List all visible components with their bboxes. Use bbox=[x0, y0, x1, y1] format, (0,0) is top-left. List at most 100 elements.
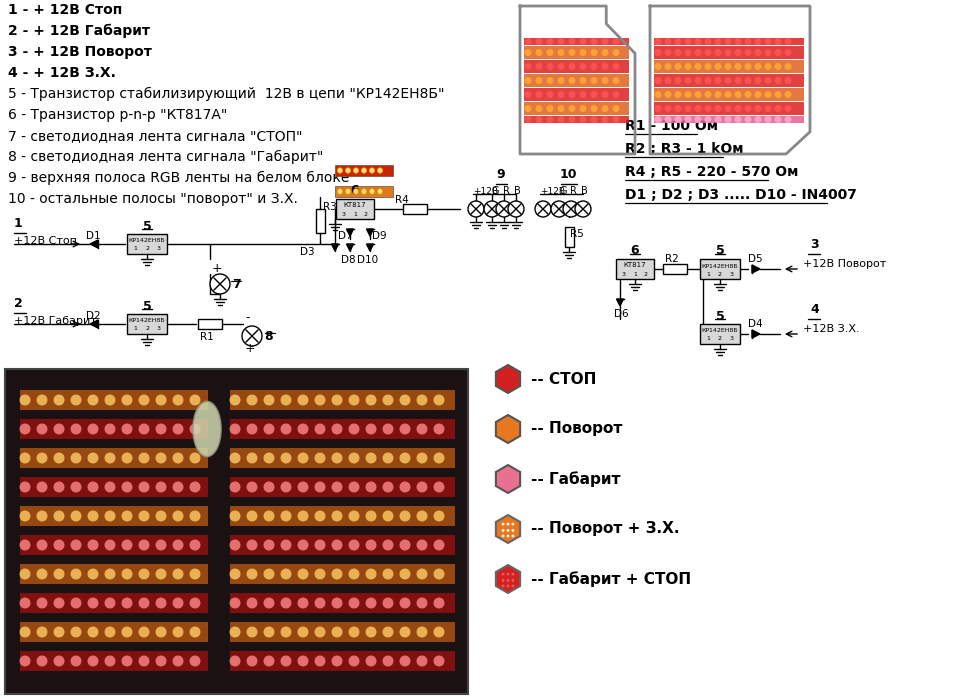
Circle shape bbox=[87, 452, 99, 463]
Circle shape bbox=[612, 116, 619, 123]
Circle shape bbox=[764, 116, 772, 123]
Circle shape bbox=[229, 510, 241, 521]
Circle shape bbox=[156, 452, 166, 463]
Circle shape bbox=[366, 482, 376, 493]
Circle shape bbox=[524, 49, 532, 56]
Circle shape bbox=[417, 424, 427, 435]
Circle shape bbox=[331, 568, 343, 579]
Circle shape bbox=[105, 656, 115, 667]
Text: 1: 1 bbox=[133, 247, 137, 252]
Circle shape bbox=[546, 77, 554, 84]
Circle shape bbox=[602, 105, 609, 112]
Circle shape bbox=[602, 91, 609, 98]
Text: 8: 8 bbox=[264, 329, 273, 343]
Circle shape bbox=[173, 510, 183, 521]
Bar bbox=[20, 622, 208, 642]
Text: 9 - верхняя полоса RGB ленты на белом блоке: 9 - верхняя полоса RGB ленты на белом бл… bbox=[8, 171, 349, 185]
Circle shape bbox=[734, 38, 741, 45]
Circle shape bbox=[558, 63, 564, 70]
Text: 3: 3 bbox=[157, 247, 161, 252]
Circle shape bbox=[664, 63, 671, 70]
Circle shape bbox=[173, 424, 183, 435]
Text: 8 - светодиодная лента сигнала "Габарит": 8 - светодиодная лента сигнала "Габарит" bbox=[8, 150, 324, 164]
Circle shape bbox=[247, 510, 257, 521]
Circle shape bbox=[725, 63, 732, 70]
Circle shape bbox=[229, 656, 241, 667]
Circle shape bbox=[784, 77, 791, 84]
Circle shape bbox=[512, 579, 515, 582]
Circle shape bbox=[590, 116, 597, 123]
Circle shape bbox=[280, 424, 292, 435]
Text: G: G bbox=[492, 186, 499, 196]
Circle shape bbox=[725, 77, 732, 84]
Text: D1 ; D2 ; D3 ..... D10 - IN4007: D1 ; D2 ; D3 ..... D10 - IN4007 bbox=[625, 188, 857, 202]
Bar bbox=[230, 593, 455, 613]
Circle shape bbox=[745, 105, 752, 112]
Text: R3: R3 bbox=[323, 202, 337, 212]
Circle shape bbox=[348, 656, 359, 667]
Circle shape bbox=[348, 598, 359, 609]
Circle shape bbox=[580, 63, 587, 70]
Circle shape bbox=[434, 394, 444, 405]
Circle shape bbox=[524, 38, 532, 45]
Circle shape bbox=[612, 38, 619, 45]
Circle shape bbox=[675, 116, 682, 123]
Circle shape bbox=[19, 568, 31, 579]
Text: 3: 3 bbox=[622, 271, 626, 277]
Circle shape bbox=[19, 510, 31, 521]
Circle shape bbox=[675, 38, 682, 45]
Text: 3: 3 bbox=[730, 336, 734, 342]
Circle shape bbox=[382, 598, 394, 609]
Text: R1 - 100 Ом: R1 - 100 Ом bbox=[625, 119, 718, 133]
Circle shape bbox=[502, 584, 505, 587]
Circle shape bbox=[399, 598, 411, 609]
Circle shape bbox=[189, 598, 201, 609]
Circle shape bbox=[580, 77, 587, 84]
Circle shape bbox=[105, 510, 115, 521]
Circle shape bbox=[280, 568, 292, 579]
Circle shape bbox=[210, 274, 230, 294]
Circle shape bbox=[19, 626, 31, 637]
Circle shape bbox=[315, 452, 325, 463]
Bar bbox=[700, 259, 740, 279]
Circle shape bbox=[551, 201, 567, 217]
Circle shape bbox=[664, 105, 671, 112]
Circle shape bbox=[675, 49, 682, 56]
Circle shape bbox=[315, 540, 325, 551]
Circle shape bbox=[156, 626, 166, 637]
Text: 6: 6 bbox=[350, 185, 359, 198]
Text: D3: D3 bbox=[300, 247, 315, 257]
Circle shape bbox=[280, 598, 292, 609]
Circle shape bbox=[784, 63, 791, 70]
Circle shape bbox=[612, 49, 619, 56]
Circle shape bbox=[138, 656, 150, 667]
Circle shape bbox=[382, 510, 394, 521]
Circle shape bbox=[348, 510, 359, 521]
Text: 1: 1 bbox=[14, 217, 23, 230]
Circle shape bbox=[382, 424, 394, 435]
Text: 2: 2 bbox=[644, 271, 648, 277]
Circle shape bbox=[705, 116, 711, 123]
Text: R1: R1 bbox=[200, 332, 214, 342]
Circle shape bbox=[590, 77, 597, 84]
Text: КР142ЕН8Б: КР142ЕН8Б bbox=[702, 264, 738, 268]
Circle shape bbox=[725, 105, 732, 112]
Bar bbox=[524, 74, 629, 87]
Circle shape bbox=[173, 568, 183, 579]
Circle shape bbox=[263, 656, 275, 667]
Circle shape bbox=[524, 77, 532, 84]
Circle shape bbox=[399, 452, 411, 463]
Text: 3: 3 bbox=[810, 238, 819, 251]
Bar bbox=[20, 390, 208, 410]
Bar bbox=[524, 116, 629, 123]
Circle shape bbox=[764, 91, 772, 98]
Circle shape bbox=[54, 452, 64, 463]
Circle shape bbox=[105, 452, 115, 463]
Circle shape bbox=[684, 77, 691, 84]
Circle shape bbox=[122, 424, 132, 435]
Circle shape bbox=[36, 452, 47, 463]
Text: 2: 2 bbox=[14, 297, 23, 310]
Polygon shape bbox=[496, 365, 520, 393]
Polygon shape bbox=[331, 244, 339, 251]
Circle shape bbox=[382, 452, 394, 463]
